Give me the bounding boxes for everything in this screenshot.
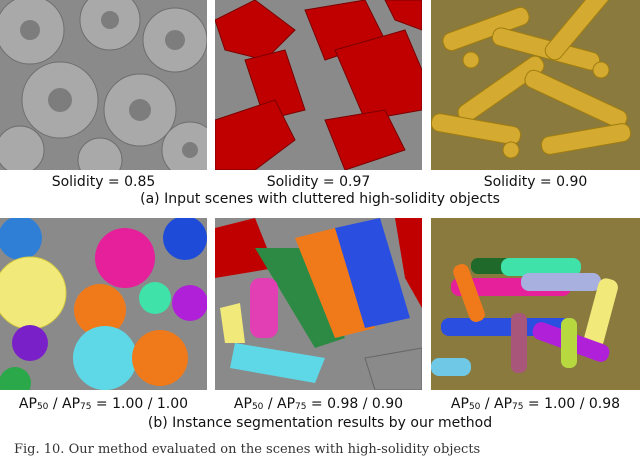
row-caption-a: (a) Input scenes with cluttered high-sol… (140, 191, 500, 207)
row-caption-b: (b) Instance segmentation results by our… (147, 415, 493, 431)
segmentation-blocks (215, 218, 422, 390)
solidity-caption-1: Solidity = 0.85 (51, 174, 156, 190)
input-scene-blocks (215, 0, 422, 170)
ap-caption-3: AP50 / AP75 = 1.00 / 0.98 (450, 396, 621, 412)
figure-caption: Fig. 10. Our method evaluated on the sce… (14, 442, 481, 457)
input-scene-pawns (431, 0, 640, 170)
input-scene-gears (0, 0, 207, 170)
solidity-caption-2: Solidity = 0.97 (266, 174, 371, 190)
ap-caption-2: AP50 / AP75 = 0.98 / 0.90 (233, 396, 404, 412)
segmentation-gears (0, 218, 207, 390)
ap-caption-1: AP50 / AP75 = 1.00 / 1.00 (18, 396, 189, 412)
segmentation-pawns (431, 218, 640, 390)
solidity-caption-3: Solidity = 0.90 (483, 174, 588, 190)
